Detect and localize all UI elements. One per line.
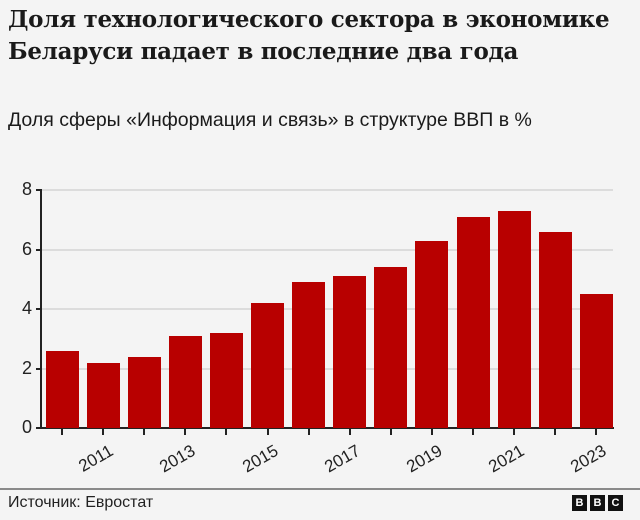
bbc-logo-letter: C — [608, 495, 623, 511]
gridline — [41, 189, 613, 191]
bbc-logo: B B C — [572, 495, 623, 511]
y-tick — [36, 189, 42, 191]
bar-2017 — [333, 276, 367, 428]
x-tick — [266, 428, 269, 435]
x-tick — [61, 428, 63, 435]
footer-divider — [0, 488, 640, 490]
bar-2012 — [127, 356, 161, 428]
y-tick — [36, 248, 42, 251]
x-tick-label: 2017 — [320, 441, 364, 477]
bar-chart: 0 2 4 6 8 2011 2013 2015 2017 2019 2021 2023 — [21, 179, 614, 477]
bar-2016 — [292, 282, 326, 428]
x-tick — [430, 428, 433, 435]
x-tick-label: 2021 — [485, 441, 528, 477]
x-axis — [40, 427, 614, 429]
x-tick-label: 2015 — [238, 441, 281, 477]
chart-subtitle: Доля сферы «Информация и связь» в структ… — [8, 109, 532, 131]
x-tick-label: 2023 — [567, 441, 610, 477]
y-tick-label: 2 — [21, 357, 32, 378]
gridline — [41, 248, 613, 251]
y-tick — [36, 308, 42, 310]
bar-2022 — [538, 231, 572, 428]
y-tick-label: 6 — [21, 238, 32, 259]
y-tick — [36, 427, 42, 429]
bar-2015 — [251, 303, 284, 428]
x-tick — [225, 428, 228, 435]
x-tick — [554, 428, 557, 435]
x-tick-label: 2013 — [156, 441, 199, 477]
chart-title: Доля технологического сектора в экономик… — [8, 6, 610, 65]
bar-2018 — [374, 267, 408, 428]
source-note: Источник: Евростат — [8, 494, 154, 511]
bar-2014 — [209, 332, 243, 428]
x-tick — [307, 428, 310, 435]
bbc-logo-letter: B — [590, 495, 605, 511]
y-tick-label: 0 — [21, 417, 32, 437]
x-tick — [102, 428, 105, 435]
bar-2011 — [86, 362, 120, 428]
x-tick — [472, 428, 474, 435]
gridline — [41, 308, 613, 310]
x-tick — [389, 428, 392, 435]
x-tick — [143, 428, 146, 435]
gridline — [41, 367, 613, 370]
bar-2020 — [456, 216, 490, 428]
bar-2023 — [579, 294, 613, 428]
bar-2010 — [45, 350, 79, 428]
bar-2013 — [168, 335, 202, 428]
y-tick-label: 8 — [21, 179, 32, 199]
x-tick-label: 2011 — [75, 441, 117, 476]
x-tick — [595, 428, 598, 435]
x-tick — [184, 428, 187, 435]
bbc-logo-letter: B — [572, 495, 587, 511]
y-tick-label: 4 — [21, 298, 32, 318]
bar-2019 — [415, 240, 449, 428]
x-tick — [348, 428, 351, 435]
x-tick-label: 2019 — [403, 441, 446, 477]
y-tick — [36, 367, 42, 370]
x-tick — [513, 428, 516, 435]
bar-2021 — [497, 210, 531, 428]
